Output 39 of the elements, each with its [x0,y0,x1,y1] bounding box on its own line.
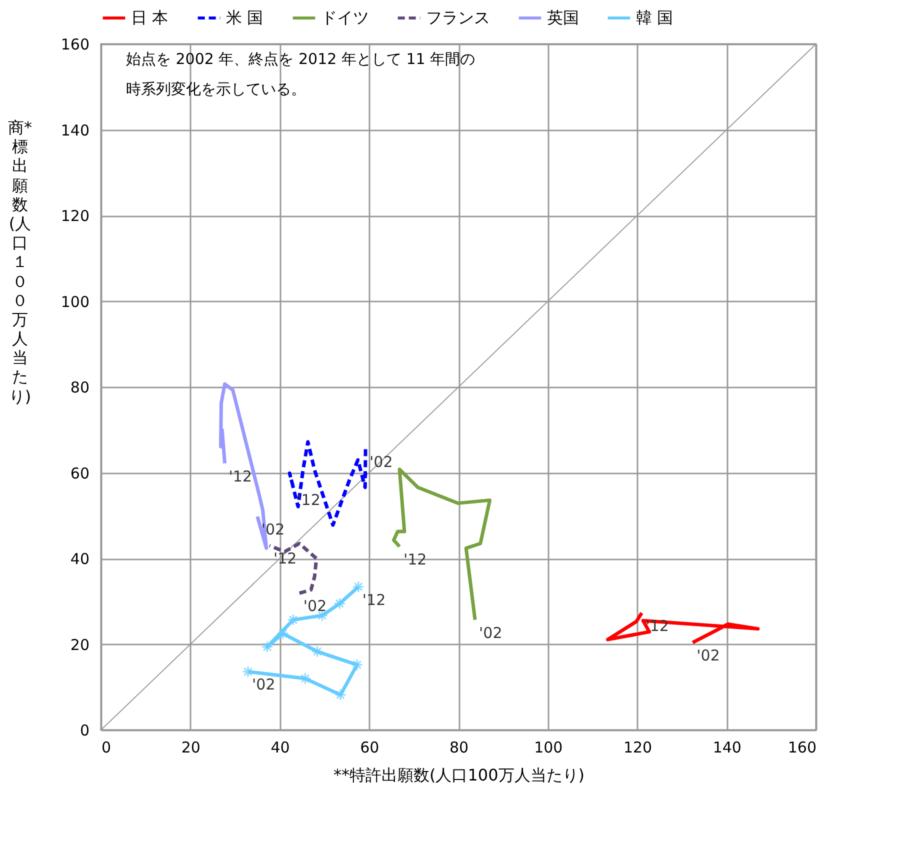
x-tick-label: 140 [712,738,742,756]
x-tick-label: 20 [181,738,200,756]
annotation: '02 [479,624,502,642]
annotation: '12 [228,467,252,486]
annotation: '02 [261,520,285,538]
y-tick-label: 40 [70,550,90,568]
text: 商*標出願数(人口１００万人当たり) [8,118,32,406]
annotation: 始点を 2002 年、終点を 2012 年として 11 年間の [126,50,476,68]
x-axis-title: **特許出願数(人口100万人当たり) [333,766,585,784]
y-tick-label: 140 [60,121,90,140]
x-tick-label: 120 [623,738,652,756]
annotation: '02 [303,597,327,616]
annotation: '02 [370,453,393,472]
y-tick-label: 60 [70,464,90,482]
annotation: '02 [252,676,276,694]
annotation: '12 [297,490,320,509]
annotation: '12 [273,550,297,568]
annotation: '12 [404,550,427,568]
y-tick-label: 0 [80,722,90,740]
y-tick-label: 20 [70,636,90,654]
legend-label: 韓 国 [636,8,674,27]
y-tick-label: 160 [60,36,90,54]
legend-label: 英国 [547,8,579,27]
x-tick-label: 60 [360,738,380,756]
y-tick-label: 100 [60,292,90,311]
annotation: '12 [362,590,386,609]
y-tick-label: 80 [70,378,90,396]
legend-label: フランス [426,8,490,27]
legend-label: 日 本 [131,8,168,27]
x-tick-label: 0 [102,738,112,756]
annotation: 時系列変化を示している。 [126,80,306,98]
annotation: '02 [696,646,720,665]
x-tick-label: 100 [534,738,563,756]
legend-label: ドイツ [321,8,369,27]
x-tick-label: 160 [788,738,816,756]
legend-label: 米 国 [226,8,264,27]
y-tick-label: 120 [60,207,90,225]
x-tick-label: 40 [270,738,290,756]
x-tick-label: 80 [449,738,469,756]
